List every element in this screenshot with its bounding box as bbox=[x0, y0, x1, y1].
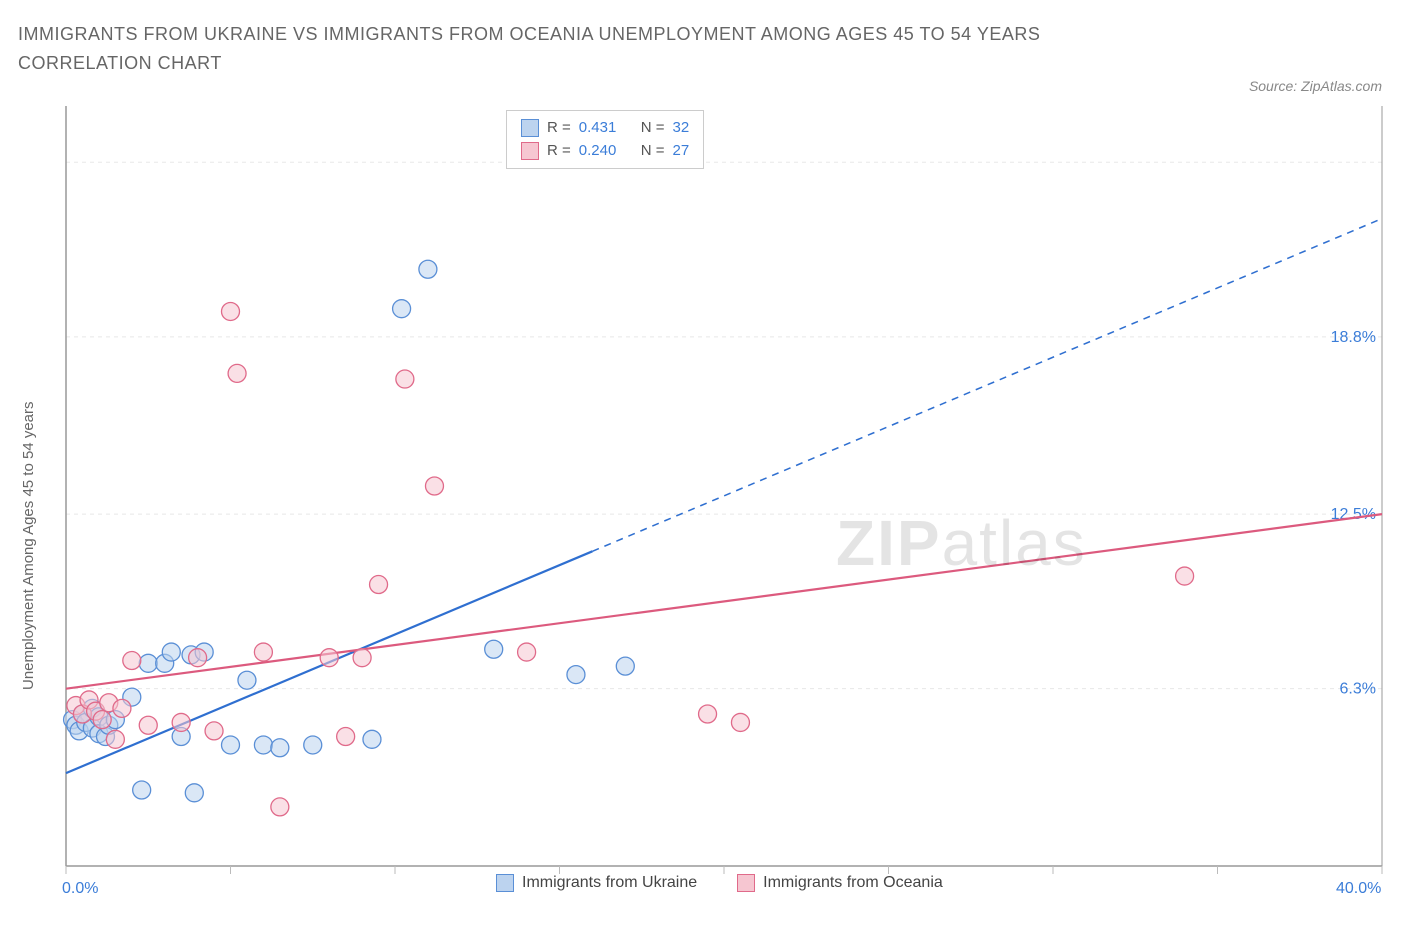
legend-series-label: Immigrants from Ukraine bbox=[522, 874, 697, 892]
legend-swatch bbox=[521, 142, 539, 160]
chart-title: IMMIGRANTS FROM UKRAINE VS IMMIGRANTS FR… bbox=[18, 20, 1118, 78]
scatter-chart-svg: 6.3%12.5%18.8% bbox=[66, 106, 1382, 906]
legend-correlation-row: R = 0.240 N = 27 bbox=[521, 140, 689, 163]
legend-series-item: Immigrants from Oceania bbox=[737, 874, 943, 892]
r-value: 0.240 bbox=[579, 140, 633, 163]
n-value: 32 bbox=[673, 117, 690, 140]
legend-series: Immigrants from Ukraine Immigrants from O… bbox=[496, 874, 943, 892]
source-attribution: Source: ZipAtlas.com bbox=[1249, 78, 1382, 94]
x-axis-min-label: 0.0% bbox=[62, 880, 98, 898]
legend-swatch bbox=[521, 119, 539, 137]
legend-correlation-box: R = 0.431 N = 32 R = 0.240 N = 27 bbox=[506, 110, 704, 169]
r-value: 0.431 bbox=[579, 117, 633, 140]
n-label: N = bbox=[641, 117, 665, 140]
legend-swatch bbox=[737, 874, 755, 892]
r-label: R = bbox=[547, 117, 571, 140]
legend-swatch bbox=[496, 874, 514, 892]
n-value: 27 bbox=[673, 140, 690, 163]
y-axis-label: Unemployment Among Ages 45 to 54 years bbox=[20, 401, 37, 690]
y-tick-label: 6.3% bbox=[1340, 681, 1376, 698]
chart-area: 6.3%12.5%18.8% ZIPatlas R =0.431N =32R =… bbox=[66, 106, 1382, 866]
legend-series-label: Immigrants from Oceania bbox=[763, 874, 943, 892]
r-label: R = bbox=[547, 140, 571, 163]
y-tick-label: 18.8% bbox=[1331, 329, 1376, 346]
legend-series-item: Immigrants from Ukraine bbox=[496, 874, 697, 892]
n-label: N = bbox=[641, 140, 665, 163]
x-axis-max-label: 40.0% bbox=[1336, 880, 1381, 898]
legend-correlation-row: R = 0.431 N = 32 bbox=[521, 117, 689, 140]
